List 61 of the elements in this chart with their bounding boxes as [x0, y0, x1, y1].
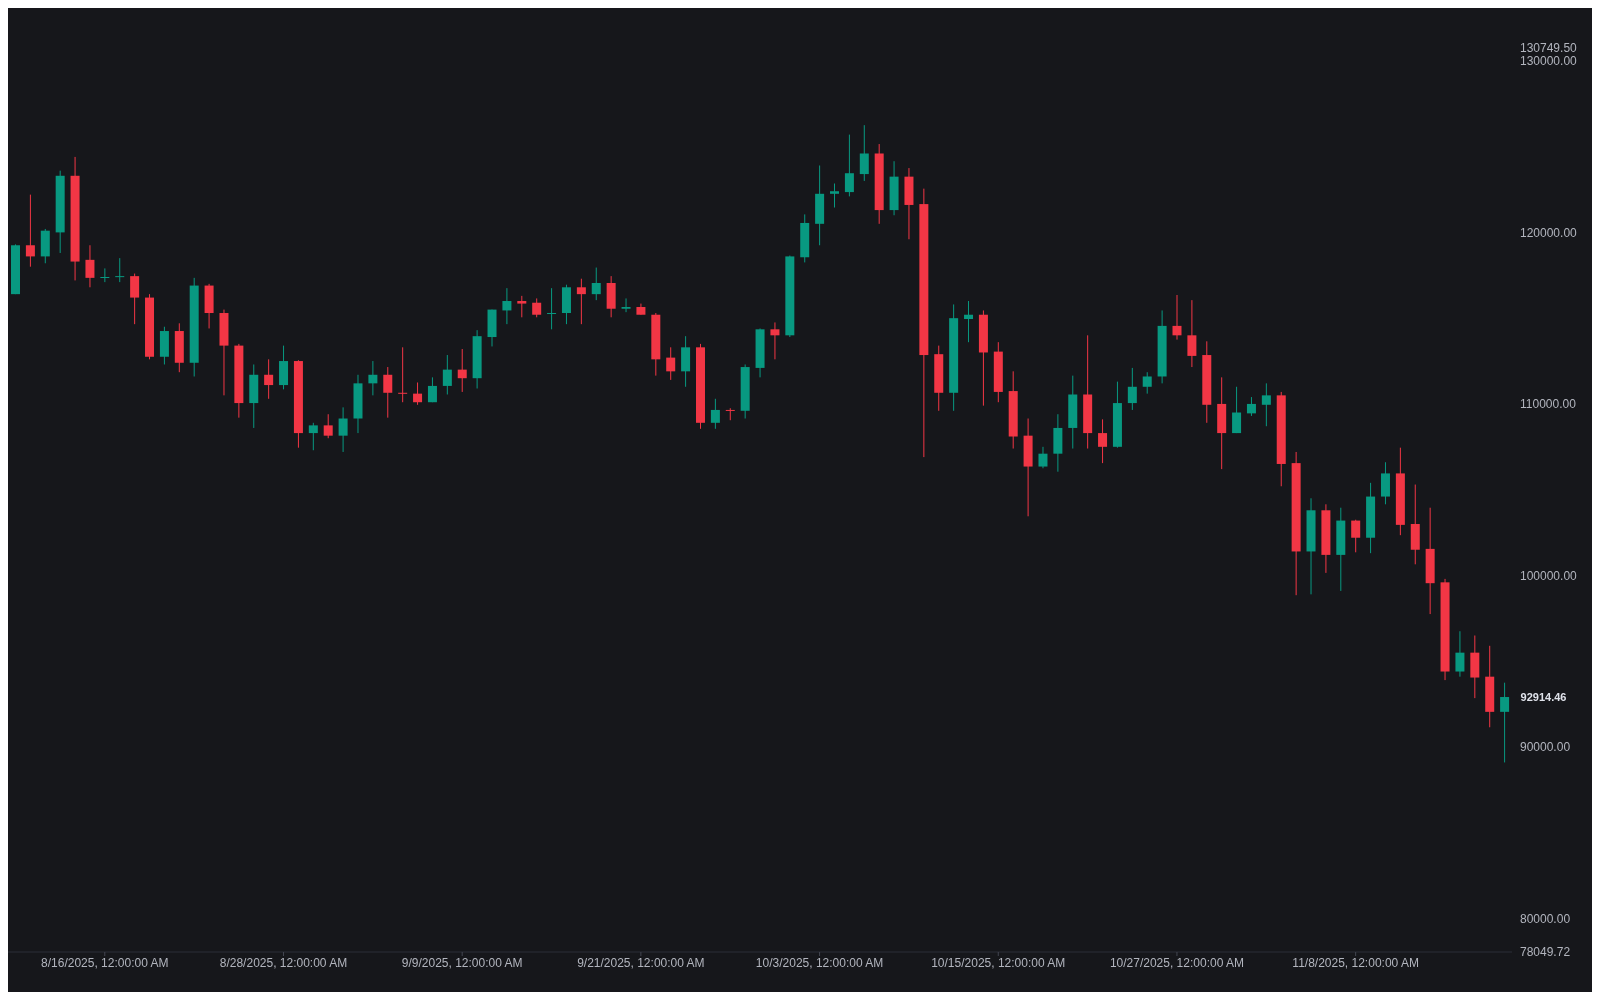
candlestick	[1172, 294, 1182, 341]
candlestick	[830, 183, 840, 209]
candlestick	[100, 267, 110, 283]
x-tick-label: 10/27/2025, 12:00:00 AM	[1109, 955, 1245, 970]
y-tick-label: 110000.00	[1520, 397, 1577, 412]
candlestick	[666, 346, 676, 381]
x-tick-label: 10/15/2025, 12:00:00 AM	[931, 955, 1066, 970]
candlestick	[710, 398, 720, 430]
candlestick	[964, 300, 974, 343]
candlestick	[115, 257, 125, 283]
candlestick	[844, 134, 854, 197]
candlestick	[576, 278, 586, 325]
y-tick-label: 120000.00	[1520, 225, 1578, 240]
annotation: 92914.46	[1520, 691, 1567, 704]
x-tick-label: 9/21/2025, 12:00:00 AM	[577, 955, 705, 970]
x-tick-label: 11/8/2025, 12:00:00 AM	[1292, 955, 1419, 970]
candlestick	[725, 407, 735, 421]
candlestick	[368, 360, 378, 396]
candlestick	[547, 287, 557, 330]
candlestick	[383, 366, 393, 419]
candlestick	[1380, 461, 1390, 505]
candlestick	[427, 376, 437, 403]
candlestick	[323, 413, 333, 439]
y-tick-label: 80000.00	[1520, 911, 1571, 926]
candlestick	[1232, 386, 1242, 434]
candlestick	[1142, 371, 1152, 395]
candlestick	[413, 381, 423, 406]
candlestick	[1455, 630, 1465, 678]
candlestick	[442, 354, 452, 395]
candlestick	[398, 346, 408, 403]
candlestick	[1261, 382, 1271, 427]
candlestick	[308, 422, 318, 451]
candlestick	[130, 273, 140, 325]
y-tick-label: 130000.00	[1520, 54, 1578, 69]
candlestick	[1127, 367, 1137, 411]
candlestick	[1246, 396, 1256, 417]
x-tick-label: 8/16/2025, 12:00:00 AM	[41, 955, 169, 970]
candlestick	[85, 244, 95, 288]
candlestick	[621, 297, 631, 313]
candlestick	[517, 295, 527, 318]
candlestick	[25, 194, 35, 268]
x-tick-label: 9/9/2025, 12:00:00 AM	[401, 955, 523, 970]
candlestick	[264, 358, 274, 400]
candlestick	[770, 321, 780, 360]
x-tick-label: 8/28/2025, 12:00:00 AM	[219, 955, 348, 970]
candlestick	[1098, 418, 1108, 464]
x-tick-label: 10/3/2025, 12:00:00 AM	[755, 955, 884, 970]
candlestick	[502, 287, 512, 325]
candlestick	[532, 297, 542, 318]
y-tick-label: 130749.50	[1520, 41, 1578, 56]
candlestick	[591, 267, 601, 301]
candlestick	[338, 406, 348, 453]
candlestick	[1038, 446, 1048, 469]
candlestick	[1187, 299, 1197, 368]
candlestick	[1351, 519, 1361, 553]
candlestick	[1500, 682, 1510, 763]
candlestick	[457, 348, 467, 393]
y-tick-label: 90000.00	[1520, 740, 1571, 755]
candlestick	[859, 124, 869, 182]
y-tick-label: 78049.72	[1520, 945, 1571, 960]
y-tick-label: 100000.00	[1520, 568, 1578, 583]
